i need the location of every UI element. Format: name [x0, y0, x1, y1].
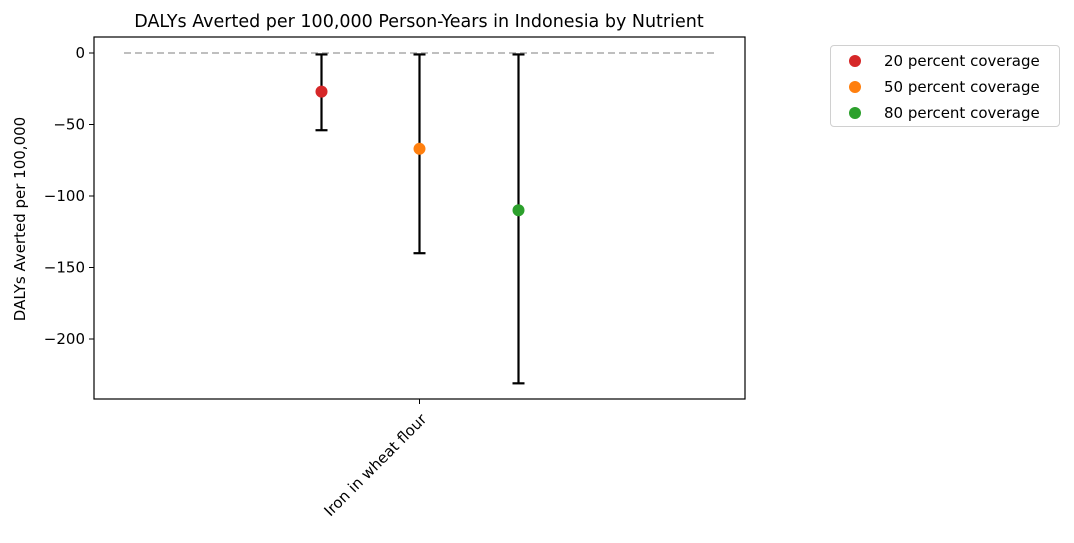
legend-label-20: 20 percent coverage [884, 52, 1040, 70]
legend-label-80: 80 percent coverage [884, 104, 1040, 122]
y-axis-label: DALYs Averted per 100,000 [11, 117, 29, 321]
y-tick-label: 0 [75, 44, 85, 62]
legend-item-50: 50 percent coverage [831, 77, 1040, 97]
y-tick-label: −150 [44, 259, 85, 277]
data-point [512, 204, 525, 217]
legend-item-20: 20 percent coverage [831, 51, 1040, 71]
data-point [315, 85, 328, 98]
plot-frame [93, 36, 746, 400]
legend-marker-80 [849, 107, 861, 119]
legend-item-80: 80 percent coverage [831, 103, 1040, 123]
y-tick-label: −200 [44, 330, 85, 348]
x-tick-label: Iron in wheat flour [321, 410, 431, 520]
y-tick-label: −100 [44, 187, 85, 205]
legend: 20 percent coverage 50 percent coverage … [830, 45, 1060, 127]
chart-title: DALYs Averted per 100,000 Person-Years i… [134, 12, 704, 32]
data-point [413, 142, 426, 155]
legend-marker-50 [849, 81, 861, 93]
plot-area: 0 −50 −100 −150 −200 Iron in wheat flour [44, 36, 746, 520]
legend-marker-20 [849, 55, 861, 67]
y-tick-label: −50 [53, 116, 85, 134]
legend-label-50: 50 percent coverage [884, 78, 1040, 96]
